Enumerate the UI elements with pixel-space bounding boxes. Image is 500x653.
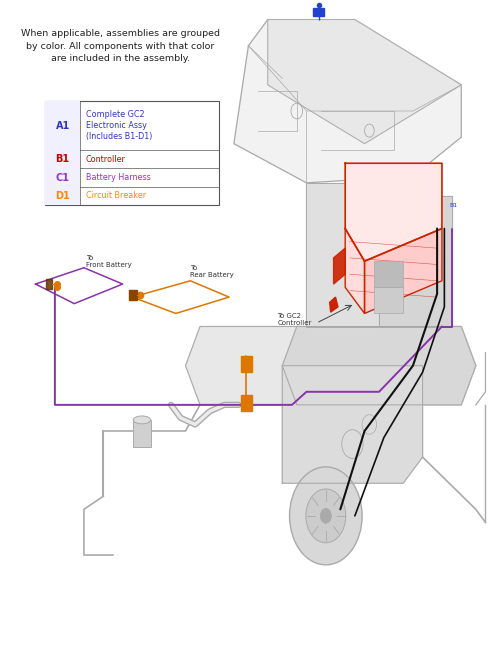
Circle shape bbox=[320, 509, 332, 523]
Bar bbox=[45, 187, 80, 205]
Circle shape bbox=[290, 467, 362, 565]
Polygon shape bbox=[186, 326, 476, 405]
Text: C1: C1 bbox=[56, 172, 70, 183]
Polygon shape bbox=[330, 297, 338, 312]
Text: Circuit Breaker: Circuit Breaker bbox=[86, 191, 146, 200]
Text: To
Rear Battery: To Rear Battery bbox=[190, 265, 234, 278]
Polygon shape bbox=[268, 20, 462, 144]
Text: To GC2
Controller: To GC2 Controller bbox=[278, 313, 312, 326]
Ellipse shape bbox=[134, 416, 150, 424]
Text: Controller: Controller bbox=[86, 155, 126, 164]
Polygon shape bbox=[240, 356, 252, 372]
Polygon shape bbox=[364, 229, 442, 313]
Polygon shape bbox=[374, 261, 403, 287]
Polygon shape bbox=[374, 287, 403, 313]
Polygon shape bbox=[306, 183, 379, 326]
Bar bbox=[45, 101, 220, 205]
Polygon shape bbox=[130, 290, 137, 300]
Bar bbox=[45, 101, 80, 150]
Polygon shape bbox=[379, 196, 452, 326]
Polygon shape bbox=[345, 229, 364, 313]
Polygon shape bbox=[282, 366, 422, 483]
Bar bbox=[313, 8, 324, 16]
Text: D1: D1 bbox=[56, 191, 70, 201]
Polygon shape bbox=[234, 20, 462, 183]
Text: A1: A1 bbox=[56, 121, 70, 131]
Text: When applicable, assemblies are grouped
by color. All components with that color: When applicable, assemblies are grouped … bbox=[20, 29, 220, 63]
Bar bbox=[45, 150, 80, 168]
Polygon shape bbox=[282, 326, 476, 405]
Polygon shape bbox=[46, 279, 52, 289]
Text: To
Front Battery: To Front Battery bbox=[86, 255, 132, 268]
Circle shape bbox=[306, 489, 346, 543]
Bar bbox=[45, 168, 80, 187]
Text: B1: B1 bbox=[449, 203, 458, 208]
Text: Complete GC2
Electronic Assy
(Includes B1-D1): Complete GC2 Electronic Assy (Includes B… bbox=[86, 110, 152, 141]
Text: B1: B1 bbox=[56, 154, 70, 165]
Polygon shape bbox=[240, 395, 252, 411]
Text: Battery Harness: Battery Harness bbox=[86, 173, 150, 182]
Polygon shape bbox=[345, 163, 442, 261]
Polygon shape bbox=[334, 248, 345, 284]
Bar bbox=[134, 420, 150, 447]
